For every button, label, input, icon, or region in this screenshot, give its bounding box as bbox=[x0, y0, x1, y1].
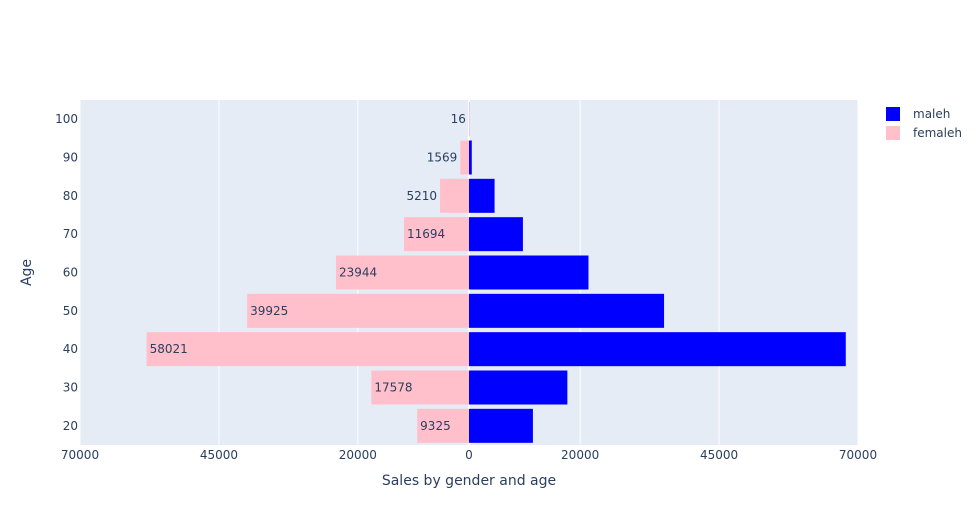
y-tick-label: 100 bbox=[55, 112, 78, 126]
bar-femaleh-50 bbox=[247, 293, 469, 328]
bar-femaleh-80 bbox=[440, 178, 469, 213]
bar-femaleh-30 bbox=[371, 370, 469, 405]
bar-maleh-50 bbox=[469, 293, 665, 328]
legend-label-femaleh: femaleh bbox=[913, 126, 962, 140]
bar-femaleh-100 bbox=[468, 102, 470, 137]
bar-femaleh-40 bbox=[146, 332, 469, 367]
x-tick-label: 45000 bbox=[200, 448, 238, 462]
y-tick-label: 40 bbox=[63, 342, 78, 356]
bar-label: 58021 bbox=[150, 342, 188, 356]
bar-label: 11694 bbox=[407, 227, 445, 241]
bar-label: 17578 bbox=[374, 381, 412, 395]
y-tick-label: 20 bbox=[63, 419, 78, 433]
x-tick-label: 20000 bbox=[561, 448, 599, 462]
bar-femaleh-60 bbox=[335, 255, 469, 290]
legend-swatch-maleh bbox=[886, 107, 900, 121]
bar-label: 1569 bbox=[427, 151, 458, 165]
legend-swatch-femaleh bbox=[886, 126, 900, 140]
bar-femaleh-90 bbox=[460, 140, 469, 175]
bar-maleh-30 bbox=[469, 370, 568, 405]
bar-femaleh-70 bbox=[404, 217, 469, 252]
bar-label: 16 bbox=[451, 112, 466, 126]
y-tick-label: 80 bbox=[63, 189, 78, 203]
bar-maleh-80 bbox=[469, 178, 495, 213]
x-tick-label: 70000 bbox=[61, 448, 99, 462]
y-axis-ticks: 20 30 40 50 60 70 80 90 100 bbox=[55, 112, 78, 433]
y-tick-label: 60 bbox=[63, 266, 78, 280]
bar-label: 5210 bbox=[407, 189, 438, 203]
x-axis-ticks: 70000 45000 20000 0 20000 45000 70000 bbox=[61, 448, 877, 462]
x-axis-title: Sales by gender and age bbox=[382, 473, 556, 489]
x-tick-label: 70000 bbox=[839, 448, 877, 462]
y-tick-label: 90 bbox=[63, 151, 78, 165]
x-tick-label: 0 bbox=[465, 448, 473, 462]
y-tick-label: 30 bbox=[63, 381, 78, 395]
bar-label: 9325 bbox=[420, 419, 451, 433]
legend-label-maleh: maleh bbox=[913, 107, 950, 121]
bar-maleh-20 bbox=[469, 408, 533, 443]
bar-labels-layer: 9325 17578 58021 39925 23944 11694 5210 1569 16 bbox=[150, 112, 466, 433]
bar-label: 39925 bbox=[250, 304, 288, 318]
bar-maleh-90 bbox=[469, 140, 472, 175]
bar-maleh-40 bbox=[469, 332, 846, 367]
bar-maleh-60 bbox=[469, 255, 589, 290]
x-tick-label: 45000 bbox=[700, 448, 738, 462]
bar-label: 23944 bbox=[339, 266, 377, 280]
y-axis-title: Age bbox=[19, 259, 35, 286]
y-tick-label: 50 bbox=[63, 304, 78, 318]
bars-layer bbox=[146, 102, 846, 443]
bar-femaleh-20 bbox=[417, 408, 469, 443]
y-tick-label: 70 bbox=[63, 227, 78, 241]
legend: maleh femaleh bbox=[886, 107, 962, 140]
bar-maleh-70 bbox=[469, 217, 523, 252]
x-tick-label: 20000 bbox=[339, 448, 377, 462]
